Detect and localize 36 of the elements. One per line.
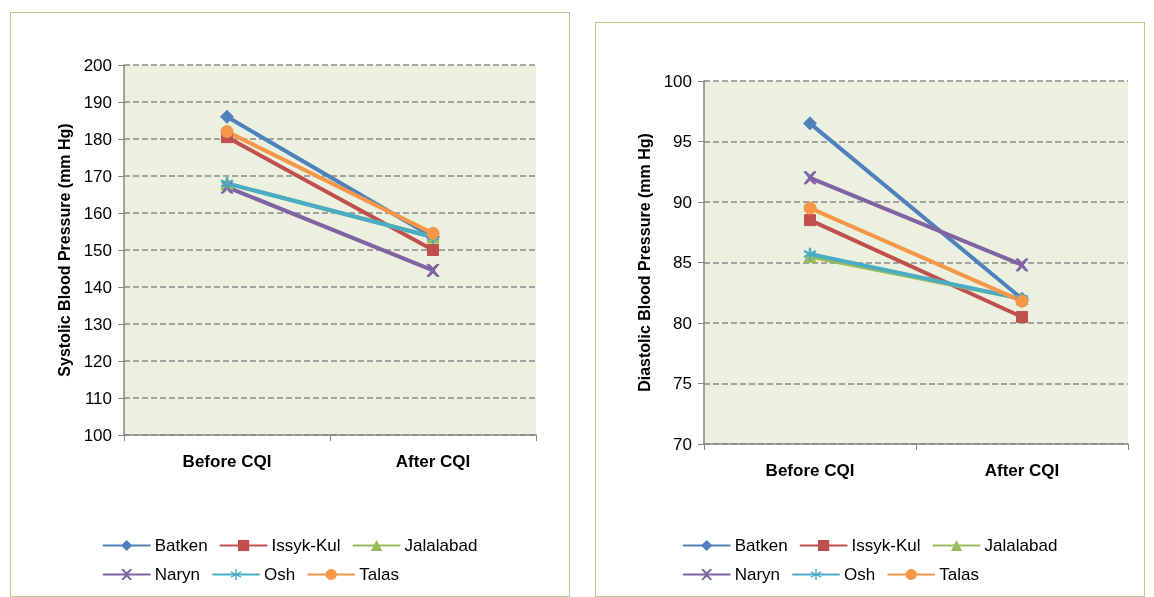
y-tick-label: 170 <box>83 166 112 186</box>
y-tick-label: 85 <box>673 253 692 272</box>
legend-label: Osh <box>844 565 876 584</box>
legend-label: Issyk-Kul <box>271 536 341 555</box>
legend-label: Naryn <box>734 565 781 584</box>
x-tick-label: After CQI <box>395 452 471 471</box>
legend-label: Talas <box>939 565 979 584</box>
y-tick-label: 140 <box>83 277 112 297</box>
y-tick-label: 180 <box>83 129 112 149</box>
y-tick-label: 160 <box>83 203 112 223</box>
x-tick-label: Before CQI <box>182 452 272 471</box>
y-tick-label: 100 <box>83 425 112 445</box>
x-tick-label: Before CQI <box>765 461 855 480</box>
legend-label: Jalalabad <box>404 536 478 555</box>
legend-label: Naryn <box>154 565 201 584</box>
y-tick-label: 150 <box>83 240 112 260</box>
y-axis-title: Diastolic Blood Pressure (mm Hg) <box>636 133 654 392</box>
y-tick-label: 75 <box>673 374 692 393</box>
y-tick-label: 90 <box>673 192 692 212</box>
y-tick-label: 80 <box>673 313 692 333</box>
y-tick-label: 120 <box>83 351 112 371</box>
y-tick-label: 130 <box>83 314 112 334</box>
y-tick-label: 110 <box>84 388 112 408</box>
legend-label: Batken <box>154 536 208 555</box>
legend-label: Jalalabad <box>984 536 1058 555</box>
legend-label: Osh <box>264 565 296 584</box>
y-axis-title: Systolic Blood Pressure (mm Hg) <box>56 123 74 377</box>
y-tick-label: 100 <box>663 71 692 91</box>
legend-label: Batken <box>734 536 788 555</box>
legend-label: Issyk-Kul <box>851 536 921 555</box>
y-tick-label: 95 <box>673 132 692 151</box>
x-tick-label: After CQI <box>984 461 1060 480</box>
y-tick-label: 70 <box>673 434 692 454</box>
legend-label: Talas <box>359 565 399 584</box>
y-tick-label: 200 <box>83 55 112 75</box>
y-tick-label: 190 <box>83 92 112 112</box>
